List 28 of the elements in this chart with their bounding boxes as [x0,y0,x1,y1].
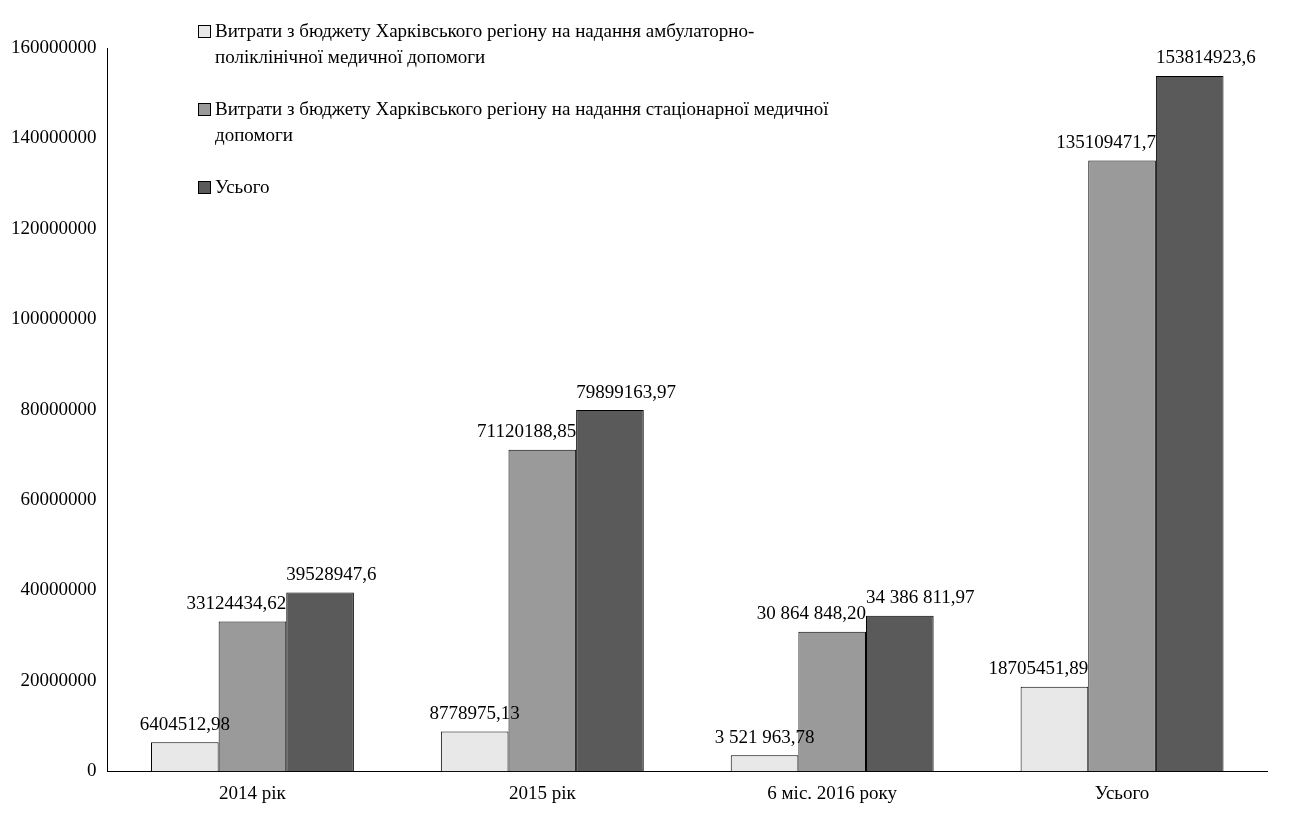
y-tick-label: 140000000 [11,126,97,148]
data-label: 8778975,13 [429,702,520,723]
data-label: 34 386 811,97 [866,586,975,608]
x-tick-label: Усього [1094,781,1150,803]
data-label: 18705451,89 [988,657,1089,679]
data-label: 153814923,6 [1155,46,1256,68]
legend-label: Усього [215,175,270,199]
y-tick-label: 100000000 [11,307,97,329]
y-tick-label: 80000000 [20,397,97,419]
legend-label: Витрати з бюджету Харківського регіону на надання стаціонарної медичної допомоги [215,97,830,147]
x-tick-label: 2015 рік [508,781,577,803]
data-label: 3 521 963,78 [714,725,815,747]
data-label: 39528947,6 [286,563,377,585]
y-tick-label: 160000000 [11,35,97,57]
data-label: 79899163,97 [576,380,676,402]
data-label: 71120188,85 [477,420,577,442]
data-label: 30 864 848,20 [756,602,867,624]
y-tick-label: 40000000 [20,578,97,600]
data-label: 6404512,98 [139,712,230,734]
x-tick-label: 6 міс. 2016 року [767,781,898,803]
data-label: 33124434,62 [186,591,287,613]
legend-label: Витрати з бюджету Харківського регіону на надання амбулаторно-поліклінічної медичної допомоги [215,19,756,69]
y-tick-label: 0 [87,759,97,781]
x-tick-label: 2014 рік [219,781,287,803]
data-label: 135109471,7 [1056,130,1156,152]
y-tick-label: 60000000 [20,487,97,509]
y-tick-label: 20000000 [20,668,97,690]
y-tick-label: 120000000 [11,216,97,238]
